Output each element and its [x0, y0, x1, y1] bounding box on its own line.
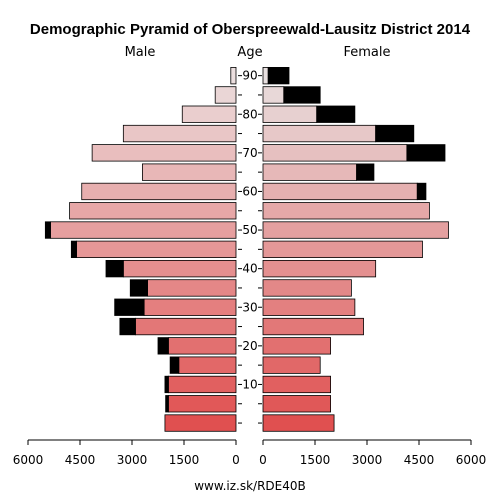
age-tick-label: 30 [242, 300, 257, 314]
male-excess-20-24 [157, 337, 169, 355]
age-tick-label: 10 [242, 377, 257, 391]
age-tick-label: 20 [242, 339, 257, 353]
female-bar-80-84 [262, 105, 318, 123]
female-excess-75-79 [375, 124, 415, 143]
male-label: Male [125, 45, 156, 60]
female-bar-55-59 [262, 202, 430, 220]
male-bar-50-54 [50, 221, 237, 239]
female-label: Female [343, 45, 390, 60]
male-excess-50-54 [44, 221, 51, 239]
female-bar-10-14 [262, 375, 331, 394]
female-bar-35-39 [262, 279, 352, 297]
chart-title: Demographic Pyramid of Oberspreewald-Lau… [30, 21, 471, 38]
female-excess-70-74 [406, 144, 446, 162]
age-tick-label: 70 [242, 146, 257, 160]
male-bars-group [44, 67, 237, 432]
female-bar-75-79 [262, 124, 377, 143]
age-label: Age [237, 45, 262, 60]
age-tick-label: 60 [242, 184, 257, 198]
male-bar-0-4 [164, 414, 237, 432]
female-bar-50-54 [262, 221, 449, 239]
male-bar-5-9 [167, 395, 237, 413]
female-bar-85-89 [262, 86, 285, 104]
male-excess-25-29 [119, 317, 136, 336]
x-tick-label: 1500 [300, 453, 331, 467]
x-tick-label: 3000 [117, 453, 148, 467]
x-tick-label: 6000 [13, 453, 44, 467]
male-excess-10-14 [164, 375, 169, 394]
female-excess-80-84 [316, 105, 356, 123]
female-bar-0-4 [262, 414, 335, 432]
x-tick-label: 0 [232, 453, 240, 467]
male-bar-20-24 [167, 337, 237, 355]
male-bar-65-69 [141, 163, 237, 181]
male-bar-55-59 [69, 202, 237, 220]
x-axis-female: 0 1500 3000 4500 6000 [259, 439, 487, 467]
male-bar-75-79 [122, 124, 237, 143]
female-excess-60-64 [416, 182, 427, 201]
female-bar-90+ [262, 67, 269, 85]
age-tick-label: 40 [242, 262, 257, 276]
female-bar-60-64 [262, 182, 418, 201]
male-bar-35-39 [147, 279, 237, 297]
age-axis: 90 80 70 60 50 40 30 20 10 [238, 69, 262, 424]
female-bar-15-19 [262, 356, 321, 374]
male-bar-70-74 [91, 144, 237, 162]
female-excess-85-89 [283, 86, 321, 104]
male-excess-40-44 [105, 259, 124, 278]
female-bar-40-44 [262, 259, 377, 278]
male-bar-15-19 [178, 356, 237, 374]
age-tick-label: 50 [242, 223, 257, 237]
x-axis-male: 6000 4500 3000 1500 0 [13, 439, 240, 467]
female-bar-25-29 [262, 317, 364, 336]
male-bar-60-64 [81, 182, 237, 201]
x-tick-label: 0 [259, 453, 267, 467]
female-bar-20-24 [262, 337, 331, 355]
x-tick-label: 1500 [169, 453, 200, 467]
male-bar-90+ [230, 67, 237, 85]
male-excess-15-19 [169, 356, 180, 374]
male-excess-45-49 [70, 240, 77, 259]
male-excess-35-39 [129, 279, 148, 297]
female-bars-group [262, 67, 449, 432]
male-bar-85-89 [214, 86, 237, 104]
female-bar-30-34 [262, 298, 356, 316]
female-bar-70-74 [262, 144, 408, 162]
female-excess-65-69 [356, 163, 375, 181]
female-bar-65-69 [262, 163, 357, 181]
male-bar-40-44 [122, 259, 237, 278]
x-tick-label: 6000 [456, 453, 487, 467]
female-bar-5-9 [262, 395, 331, 413]
x-tick-label: 4500 [404, 453, 435, 467]
male-bar-30-34 [143, 298, 237, 316]
male-bar-25-29 [135, 317, 237, 336]
age-tick-label: 80 [242, 107, 257, 121]
male-bar-45-49 [76, 240, 237, 259]
age-tick-label: 90 [242, 69, 257, 83]
male-bar-10-14 [167, 375, 237, 394]
male-excess-5-9 [165, 395, 169, 413]
female-excess-90+ [267, 67, 290, 85]
footer-source: www.iz.sk/RDE40B [194, 479, 306, 493]
male-bar-80-84 [181, 105, 237, 123]
female-bar-45-49 [262, 240, 423, 259]
x-tick-label: 4500 [65, 453, 96, 467]
x-tick-label: 3000 [352, 453, 383, 467]
male-excess-30-34 [114, 298, 145, 316]
